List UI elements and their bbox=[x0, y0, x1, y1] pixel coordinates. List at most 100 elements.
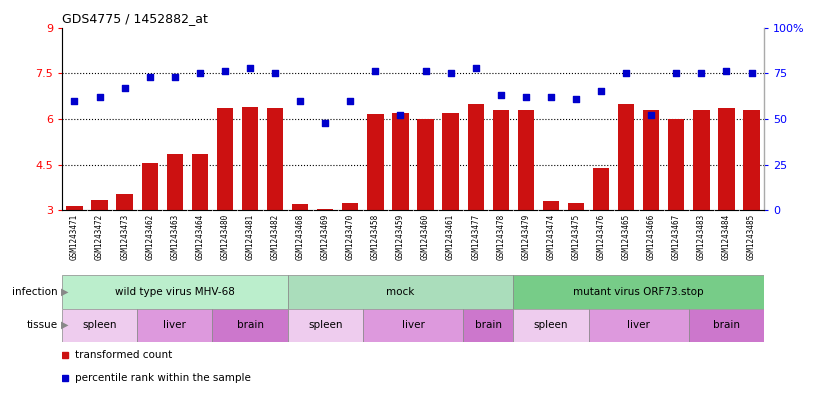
Point bbox=[620, 70, 633, 76]
Point bbox=[218, 68, 231, 75]
Bar bbox=[287, 309, 363, 342]
Text: GSM1243464: GSM1243464 bbox=[196, 213, 204, 260]
Bar bbox=[492, 110, 509, 210]
Text: GSM1243467: GSM1243467 bbox=[672, 213, 681, 260]
Point bbox=[595, 88, 608, 95]
Text: mock: mock bbox=[387, 287, 415, 297]
Point bbox=[244, 64, 257, 71]
Text: brain: brain bbox=[475, 320, 501, 330]
Bar bbox=[62, 275, 287, 309]
Point bbox=[719, 68, 733, 75]
Text: GSM1243480: GSM1243480 bbox=[221, 213, 230, 260]
Point bbox=[344, 97, 357, 104]
Text: GSM1243479: GSM1243479 bbox=[521, 213, 530, 260]
Point bbox=[68, 97, 81, 104]
Text: GSM1243459: GSM1243459 bbox=[396, 213, 405, 260]
Point bbox=[544, 94, 558, 100]
Bar bbox=[92, 200, 107, 210]
Point bbox=[444, 70, 458, 76]
Bar bbox=[287, 275, 513, 309]
Bar bbox=[141, 163, 158, 210]
Bar bbox=[743, 110, 760, 210]
Bar bbox=[719, 108, 734, 210]
Text: GSM1243475: GSM1243475 bbox=[572, 213, 581, 260]
Point bbox=[695, 70, 708, 76]
Bar bbox=[567, 203, 584, 210]
Point bbox=[293, 97, 306, 104]
Point bbox=[319, 119, 332, 126]
Text: GSM1243484: GSM1243484 bbox=[722, 213, 731, 260]
Bar bbox=[363, 309, 463, 342]
Bar bbox=[342, 203, 358, 210]
Text: brain: brain bbox=[713, 320, 740, 330]
Text: GSM1243458: GSM1243458 bbox=[371, 213, 380, 260]
Text: GSM1243471: GSM1243471 bbox=[70, 213, 79, 260]
Text: transformed count: transformed count bbox=[74, 350, 172, 360]
Bar bbox=[192, 154, 208, 210]
Text: GDS4775 / 1452882_at: GDS4775 / 1452882_at bbox=[62, 12, 208, 25]
Bar bbox=[513, 309, 588, 342]
Point bbox=[520, 94, 533, 100]
Bar bbox=[689, 309, 764, 342]
Text: spleen: spleen bbox=[83, 320, 116, 330]
Text: GSM1243485: GSM1243485 bbox=[747, 213, 756, 260]
Text: GSM1243478: GSM1243478 bbox=[496, 213, 506, 260]
Bar bbox=[116, 193, 133, 210]
Text: GSM1243483: GSM1243483 bbox=[697, 213, 706, 260]
Point bbox=[169, 74, 182, 80]
Bar bbox=[62, 309, 137, 342]
Text: ▶: ▶ bbox=[61, 320, 69, 330]
Text: GSM1243466: GSM1243466 bbox=[647, 213, 656, 260]
Bar bbox=[518, 110, 534, 210]
Point bbox=[143, 74, 156, 80]
Point bbox=[644, 112, 657, 118]
Text: GSM1243461: GSM1243461 bbox=[446, 213, 455, 260]
Point bbox=[394, 112, 407, 118]
Bar bbox=[317, 209, 334, 210]
Text: GSM1243472: GSM1243472 bbox=[95, 213, 104, 260]
Text: percentile rank within the sample: percentile rank within the sample bbox=[74, 373, 250, 383]
Text: spleen: spleen bbox=[534, 320, 568, 330]
Point bbox=[93, 94, 107, 100]
Text: GSM1243477: GSM1243477 bbox=[471, 213, 480, 260]
Text: GSM1243462: GSM1243462 bbox=[145, 213, 154, 260]
Text: GSM1243463: GSM1243463 bbox=[170, 213, 179, 260]
Bar bbox=[588, 309, 689, 342]
Text: liver: liver bbox=[164, 320, 186, 330]
Text: GSM1243470: GSM1243470 bbox=[346, 213, 355, 260]
Bar bbox=[668, 119, 685, 210]
Bar bbox=[137, 309, 212, 342]
Bar bbox=[468, 104, 484, 210]
Text: infection: infection bbox=[12, 287, 58, 297]
Text: GSM1243468: GSM1243468 bbox=[296, 213, 305, 260]
Bar bbox=[643, 110, 659, 210]
Bar bbox=[693, 110, 710, 210]
Bar bbox=[593, 167, 610, 210]
Point bbox=[745, 70, 758, 76]
Point bbox=[569, 95, 582, 102]
Text: GSM1243460: GSM1243460 bbox=[421, 213, 430, 260]
Text: ▶: ▶ bbox=[61, 287, 69, 297]
Text: GSM1243469: GSM1243469 bbox=[320, 213, 330, 260]
Text: GSM1243465: GSM1243465 bbox=[622, 213, 630, 260]
Bar bbox=[242, 107, 259, 210]
Bar bbox=[513, 275, 764, 309]
Text: wild type virus MHV-68: wild type virus MHV-68 bbox=[115, 287, 235, 297]
Bar bbox=[463, 309, 513, 342]
Bar bbox=[66, 206, 83, 210]
Text: GSM1243481: GSM1243481 bbox=[245, 213, 254, 260]
Text: mutant virus ORF73.stop: mutant virus ORF73.stop bbox=[573, 287, 704, 297]
Bar bbox=[368, 114, 383, 210]
Point bbox=[494, 92, 507, 98]
Text: brain: brain bbox=[236, 320, 263, 330]
Point bbox=[193, 70, 206, 76]
Bar bbox=[618, 104, 634, 210]
Point bbox=[670, 70, 683, 76]
Point bbox=[118, 84, 131, 91]
Text: tissue: tissue bbox=[26, 320, 58, 330]
Bar bbox=[443, 113, 458, 210]
Bar bbox=[216, 108, 233, 210]
Bar bbox=[167, 154, 183, 210]
Bar bbox=[392, 113, 409, 210]
Bar bbox=[267, 108, 283, 210]
